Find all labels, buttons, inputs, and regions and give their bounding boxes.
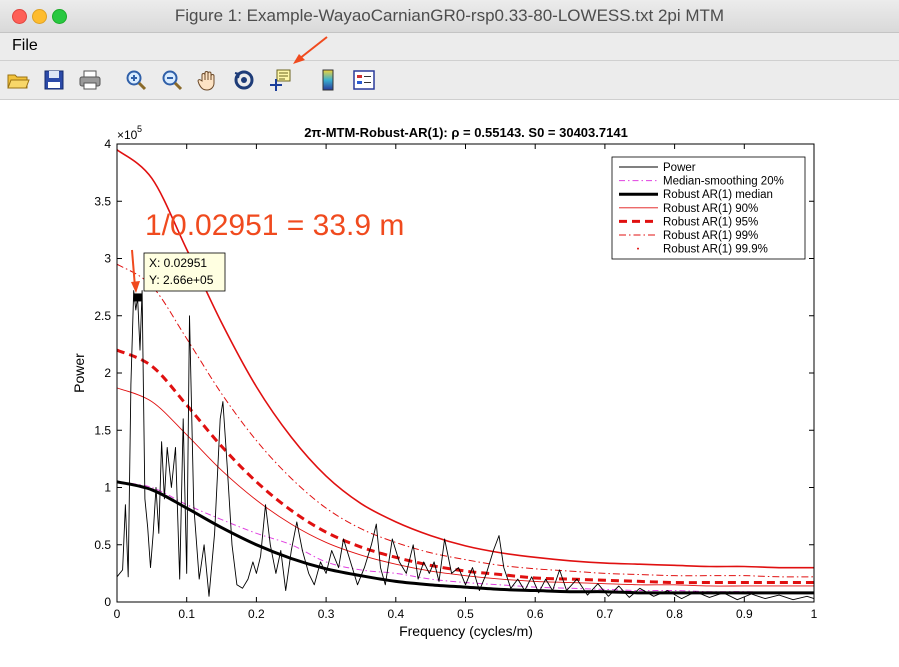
- rotate-3d-icon[interactable]: [232, 68, 256, 92]
- datatip[interactable]: X: 0.02951 Y: 2.66e+05: [143, 252, 226, 292]
- datatip-arrowhead: [131, 281, 140, 293]
- y-tick-label: 2: [104, 366, 111, 380]
- series-robust-ar-1-median: [116, 480, 814, 595]
- plot-svg: 2π-MTM-Robust-AR(1): ρ = 0.55143. S0 = 3…: [71, 124, 818, 639]
- y-exponent-power: 5: [137, 124, 142, 134]
- datatip-arrow: [131, 249, 136, 288]
- y-tick-label: 0.5: [94, 538, 111, 552]
- datatip-marker[interactable]: [133, 293, 142, 302]
- datatip-x: X: 0.02951: [149, 256, 207, 270]
- colorbar-icon[interactable]: [316, 68, 340, 92]
- x-tick-label: 0.3: [318, 607, 335, 621]
- figure-canvas: 2π-MTM-Robust-AR(1): ρ = 0.55143. S0 = 3…: [0, 100, 899, 662]
- series-robust-ar-1-90: [116, 387, 814, 587]
- y-tick-label: 2.5: [94, 309, 111, 323]
- x-tick-label: 0.5: [457, 607, 474, 621]
- window-titlebar: Figure 1: Example-WayaoCarnianGR0-rsp0.3…: [0, 0, 899, 33]
- zoom-out-icon[interactable]: [160, 68, 184, 92]
- toolbar-arrow-annotation: [293, 36, 328, 64]
- y-tick-label: 0: [104, 595, 111, 609]
- print-icon[interactable]: [78, 68, 102, 92]
- series-robust-ar-1-99-9: [116, 149, 815, 569]
- datatip-y: Y: 2.66e+05: [149, 273, 214, 287]
- x-tick-label: 0.7: [597, 607, 614, 621]
- x-tick-label: 0.4: [387, 607, 404, 621]
- legend-label-robust-ar-1-median: Robust AR(1) median: [663, 189, 773, 201]
- open-icon[interactable]: [6, 68, 30, 92]
- x-tick-label: 1: [811, 607, 818, 621]
- zoom-window-button[interactable]: [52, 9, 67, 24]
- y-tick-label: 1.5: [94, 423, 111, 437]
- y-tick-label: 3: [104, 252, 111, 266]
- series-robust-ar-1-95: [116, 348, 815, 585]
- close-window-button[interactable]: [12, 9, 27, 24]
- axes-box: [116, 143, 815, 603]
- legend-icon[interactable]: [352, 68, 376, 92]
- legend[interactable]: Power Median-smoothing 20%Robust AR(1) me…: [611, 156, 806, 260]
- legend-label-robust-ar-1-95: Robust AR(1) 95%: [663, 216, 758, 228]
- series-median-smoothing-20: [116, 481, 815, 594]
- series-robust-ar-1-99: [116, 263, 815, 578]
- y-exponent-base: ×10: [117, 128, 138, 142]
- minimize-window-button[interactable]: [32, 9, 47, 24]
- x-tick-label: 0.2: [248, 607, 265, 621]
- y-axis-label: Power: [71, 353, 87, 393]
- y-tick-label: 1: [104, 481, 111, 495]
- y-tick-label: 3.5: [94, 194, 111, 208]
- period-annotation: 1/0.02951 = 33.9 m: [145, 209, 404, 242]
- x-tick-label: 0.6: [527, 607, 544, 621]
- x-tick-label: 0.9: [736, 607, 753, 621]
- pan-hand-icon[interactable]: [196, 68, 220, 92]
- y-tick-label: 4: [104, 137, 111, 151]
- legend-label-robust-ar-1-99-9: Robust AR(1) 99.9%: [663, 244, 768, 256]
- legend-label-median-smoothing-20: Median-smoothing 20%: [663, 176, 784, 188]
- x-tick-label: 0.1: [178, 607, 195, 621]
- legend-swatch-robust-ar-1-99-9: [637, 247, 639, 250]
- legend-label-robust-ar-1-99: Robust AR(1) 99%: [663, 230, 758, 242]
- plot-title: 2π-MTM-Robust-AR(1): ρ = 0.55143. S0 = 3…: [304, 125, 628, 140]
- save-icon[interactable]: [42, 68, 66, 92]
- window-title: Figure 1: Example-WayaoCarnianGR0-rsp0.3…: [174, 6, 725, 25]
- x-tick-label: 0: [114, 607, 121, 621]
- series-power: [116, 290, 815, 601]
- zoom-in-icon[interactable]: [124, 68, 148, 92]
- legend-label-robust-ar-1-90: Robust AR(1) 90%: [663, 203, 758, 215]
- menu-file[interactable]: File: [12, 37, 38, 54]
- menu-bar: File: [0, 33, 899, 61]
- toolbar: [0, 36, 899, 100]
- data-cursor-icon[interactable]: [268, 68, 292, 92]
- x-axis-label: Frequency (cycles/m): [399, 623, 533, 639]
- legend-label-power: Power: [663, 162, 696, 174]
- x-tick-label: 0.8: [666, 607, 683, 621]
